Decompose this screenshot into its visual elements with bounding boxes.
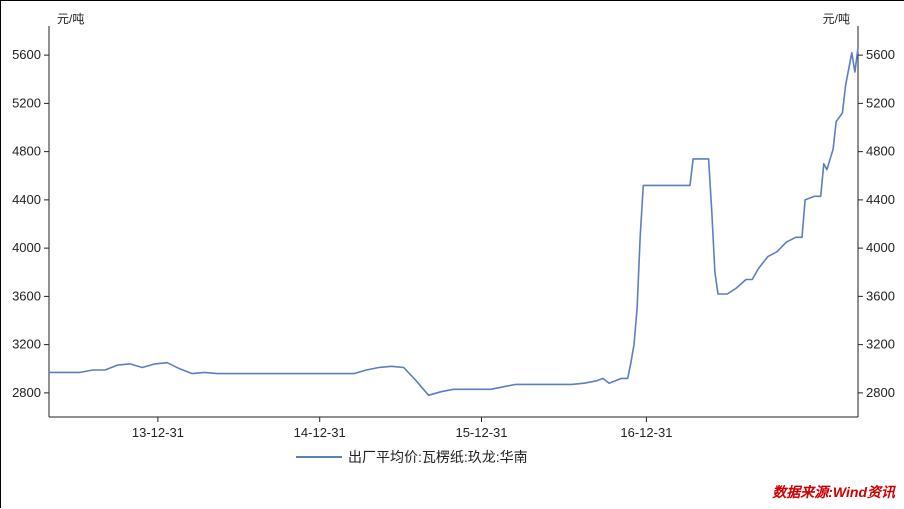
y-unit-label-left: 元/吨 — [57, 12, 84, 26]
y-tick-label-right: 2800 — [866, 385, 895, 400]
y-tick-label-left: 4000 — [12, 240, 41, 255]
y-tick-label-left: 5200 — [12, 95, 41, 110]
y-tick-label-right: 4400 — [866, 192, 895, 207]
y-tick-label-left: 5600 — [12, 47, 41, 62]
legend-label: 出厂平均价:瓦楞纸:玖龙:华南 — [348, 449, 528, 465]
y-tick-label-left: 4400 — [12, 192, 41, 207]
y-tick-label-right: 4800 — [866, 144, 895, 159]
x-tick-label: 16-12-31 — [620, 425, 672, 440]
x-tick-label: 14-12-31 — [294, 425, 346, 440]
price-line-chart: 2800 2800 3200 3200 3600 3600 4000 4000 4400 4400… — [1, 1, 904, 509]
y-tick-label-right: 3600 — [866, 288, 895, 303]
y-tick-label-right: 5200 — [866, 95, 895, 110]
y-tick-label-left: 4800 — [12, 144, 41, 159]
y-tick-label-left: 2800 — [12, 385, 41, 400]
chart-container: 2800 2800 3200 3200 3600 3600 4000 4000 4400 4400… — [0, 0, 904, 508]
data-source-label: 数据来源:Wind资讯 — [772, 484, 896, 500]
x-tick-label: 15-12-31 — [455, 425, 507, 440]
y-tick-label-left: 3200 — [12, 337, 41, 352]
x-tick-label: 13-12-31 — [132, 425, 184, 440]
y-unit-label-right: 元/吨 — [823, 12, 850, 26]
y-tick-label-left: 3600 — [12, 288, 41, 303]
y-tick-label-right: 3200 — [866, 337, 895, 352]
y-tick-label-right: 4000 — [866, 240, 895, 255]
y-tick-label-right: 5600 — [866, 47, 895, 62]
